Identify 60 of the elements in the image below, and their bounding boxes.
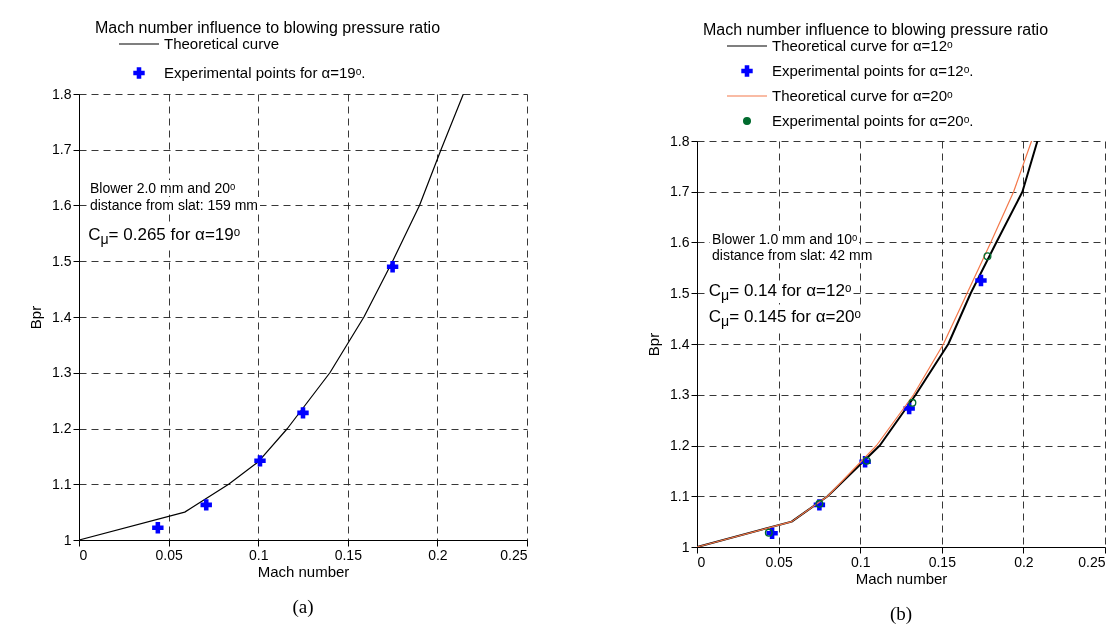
y-axis-title: Bpr	[645, 332, 663, 357]
chart-title: Mach number influence to blowing pressure ratio	[703, 21, 1049, 38]
point	[152, 522, 164, 534]
y-tick-label: 1.6	[670, 234, 690, 250]
legend-label: Theoretical curve for α=12ᵒ	[772, 37, 953, 54]
x-tick-label: 0.2	[1014, 553, 1034, 570]
x-tick-label: 0.1	[248, 546, 269, 563]
y-tick-label: 1.8	[52, 85, 72, 102]
y-tick-label: 1.5	[670, 284, 690, 301]
y-tick-label: 1.4	[52, 308, 72, 325]
annotation: distance from slat: 42 mm	[710, 246, 875, 263]
x-axis-title: Mach number	[257, 562, 350, 580]
point	[200, 499, 212, 511]
annotation: C$_{μ}$= 0.14 for α=12ᵒ	[706, 280, 854, 304]
chart-title: Mach number influence to blowing pressure ratio	[95, 19, 441, 36]
legend-label: Experimental points for α=19ᵒ.	[164, 64, 366, 81]
y-tick-label: 1.3	[52, 364, 72, 381]
y-tick-label: 1.1	[670, 487, 690, 504]
y-tick-label: 1.5	[52, 252, 72, 269]
annotation: C$_{μ}$= 0.265 for α=19ᵒ	[86, 225, 243, 248]
point	[908, 398, 917, 407]
y-axis-title: Bpr	[27, 305, 45, 330]
point	[983, 252, 992, 261]
legend-label: Theoretical curve for α=20ᵒ	[772, 87, 953, 104]
annotation: C$_{μ}$= 0.145 for α=20ᵒ	[706, 306, 863, 330]
point	[297, 407, 309, 419]
x-tick-label: 0.15	[928, 553, 957, 570]
legend-label: Theoretical curve	[164, 35, 280, 52]
x-tick-label: 0.25	[1078, 553, 1106, 570]
text: (b)	[889, 603, 913, 625]
y-tick-label: 1	[63, 531, 72, 548]
y-tick-label: 1.1	[52, 475, 72, 492]
y-tick-label: 1.4	[670, 335, 690, 352]
text: (a)	[292, 596, 314, 618]
x-tick-label: 0.15	[334, 546, 363, 563]
legend-label: Experimental points for α=20ᵒ.	[772, 112, 974, 129]
annotation: Blower 2.0 mm and 20ᵒ	[87, 179, 238, 196]
x-tick-label: 0.2	[428, 546, 448, 563]
x-tick-label: 0	[697, 553, 706, 570]
annotation: Blower 1.0 mm and 10ᵒ	[710, 230, 860, 247]
x-tick-label: 0.1	[850, 553, 871, 570]
x-tick-label: 0.05	[155, 546, 183, 563]
x-axis-title: Mach number	[855, 569, 948, 587]
y-tick-label: 1.7	[52, 141, 72, 158]
y-tick-label: 1	[681, 538, 690, 555]
y-tick-label: 1.2	[670, 437, 690, 453]
y-tick-label: 1.7	[670, 183, 690, 200]
x-tick-label: 0.05	[765, 553, 793, 570]
x-tick-label: 0.25	[500, 546, 528, 563]
point	[975, 274, 987, 287]
y-tick-label: 1.6	[52, 197, 72, 213]
y-tick-label: 1.8	[670, 132, 690, 149]
y-tick-label: 1.3	[670, 386, 690, 403]
legend-label: Experimental points for α=12ᵒ.	[772, 62, 974, 79]
annotation: distance from slat: 159 mm	[87, 197, 261, 214]
point	[386, 261, 399, 273]
point	[254, 455, 266, 467]
x-tick-label: 0	[79, 546, 88, 563]
point	[764, 528, 773, 537]
y-tick-label: 1.2	[52, 420, 72, 436]
